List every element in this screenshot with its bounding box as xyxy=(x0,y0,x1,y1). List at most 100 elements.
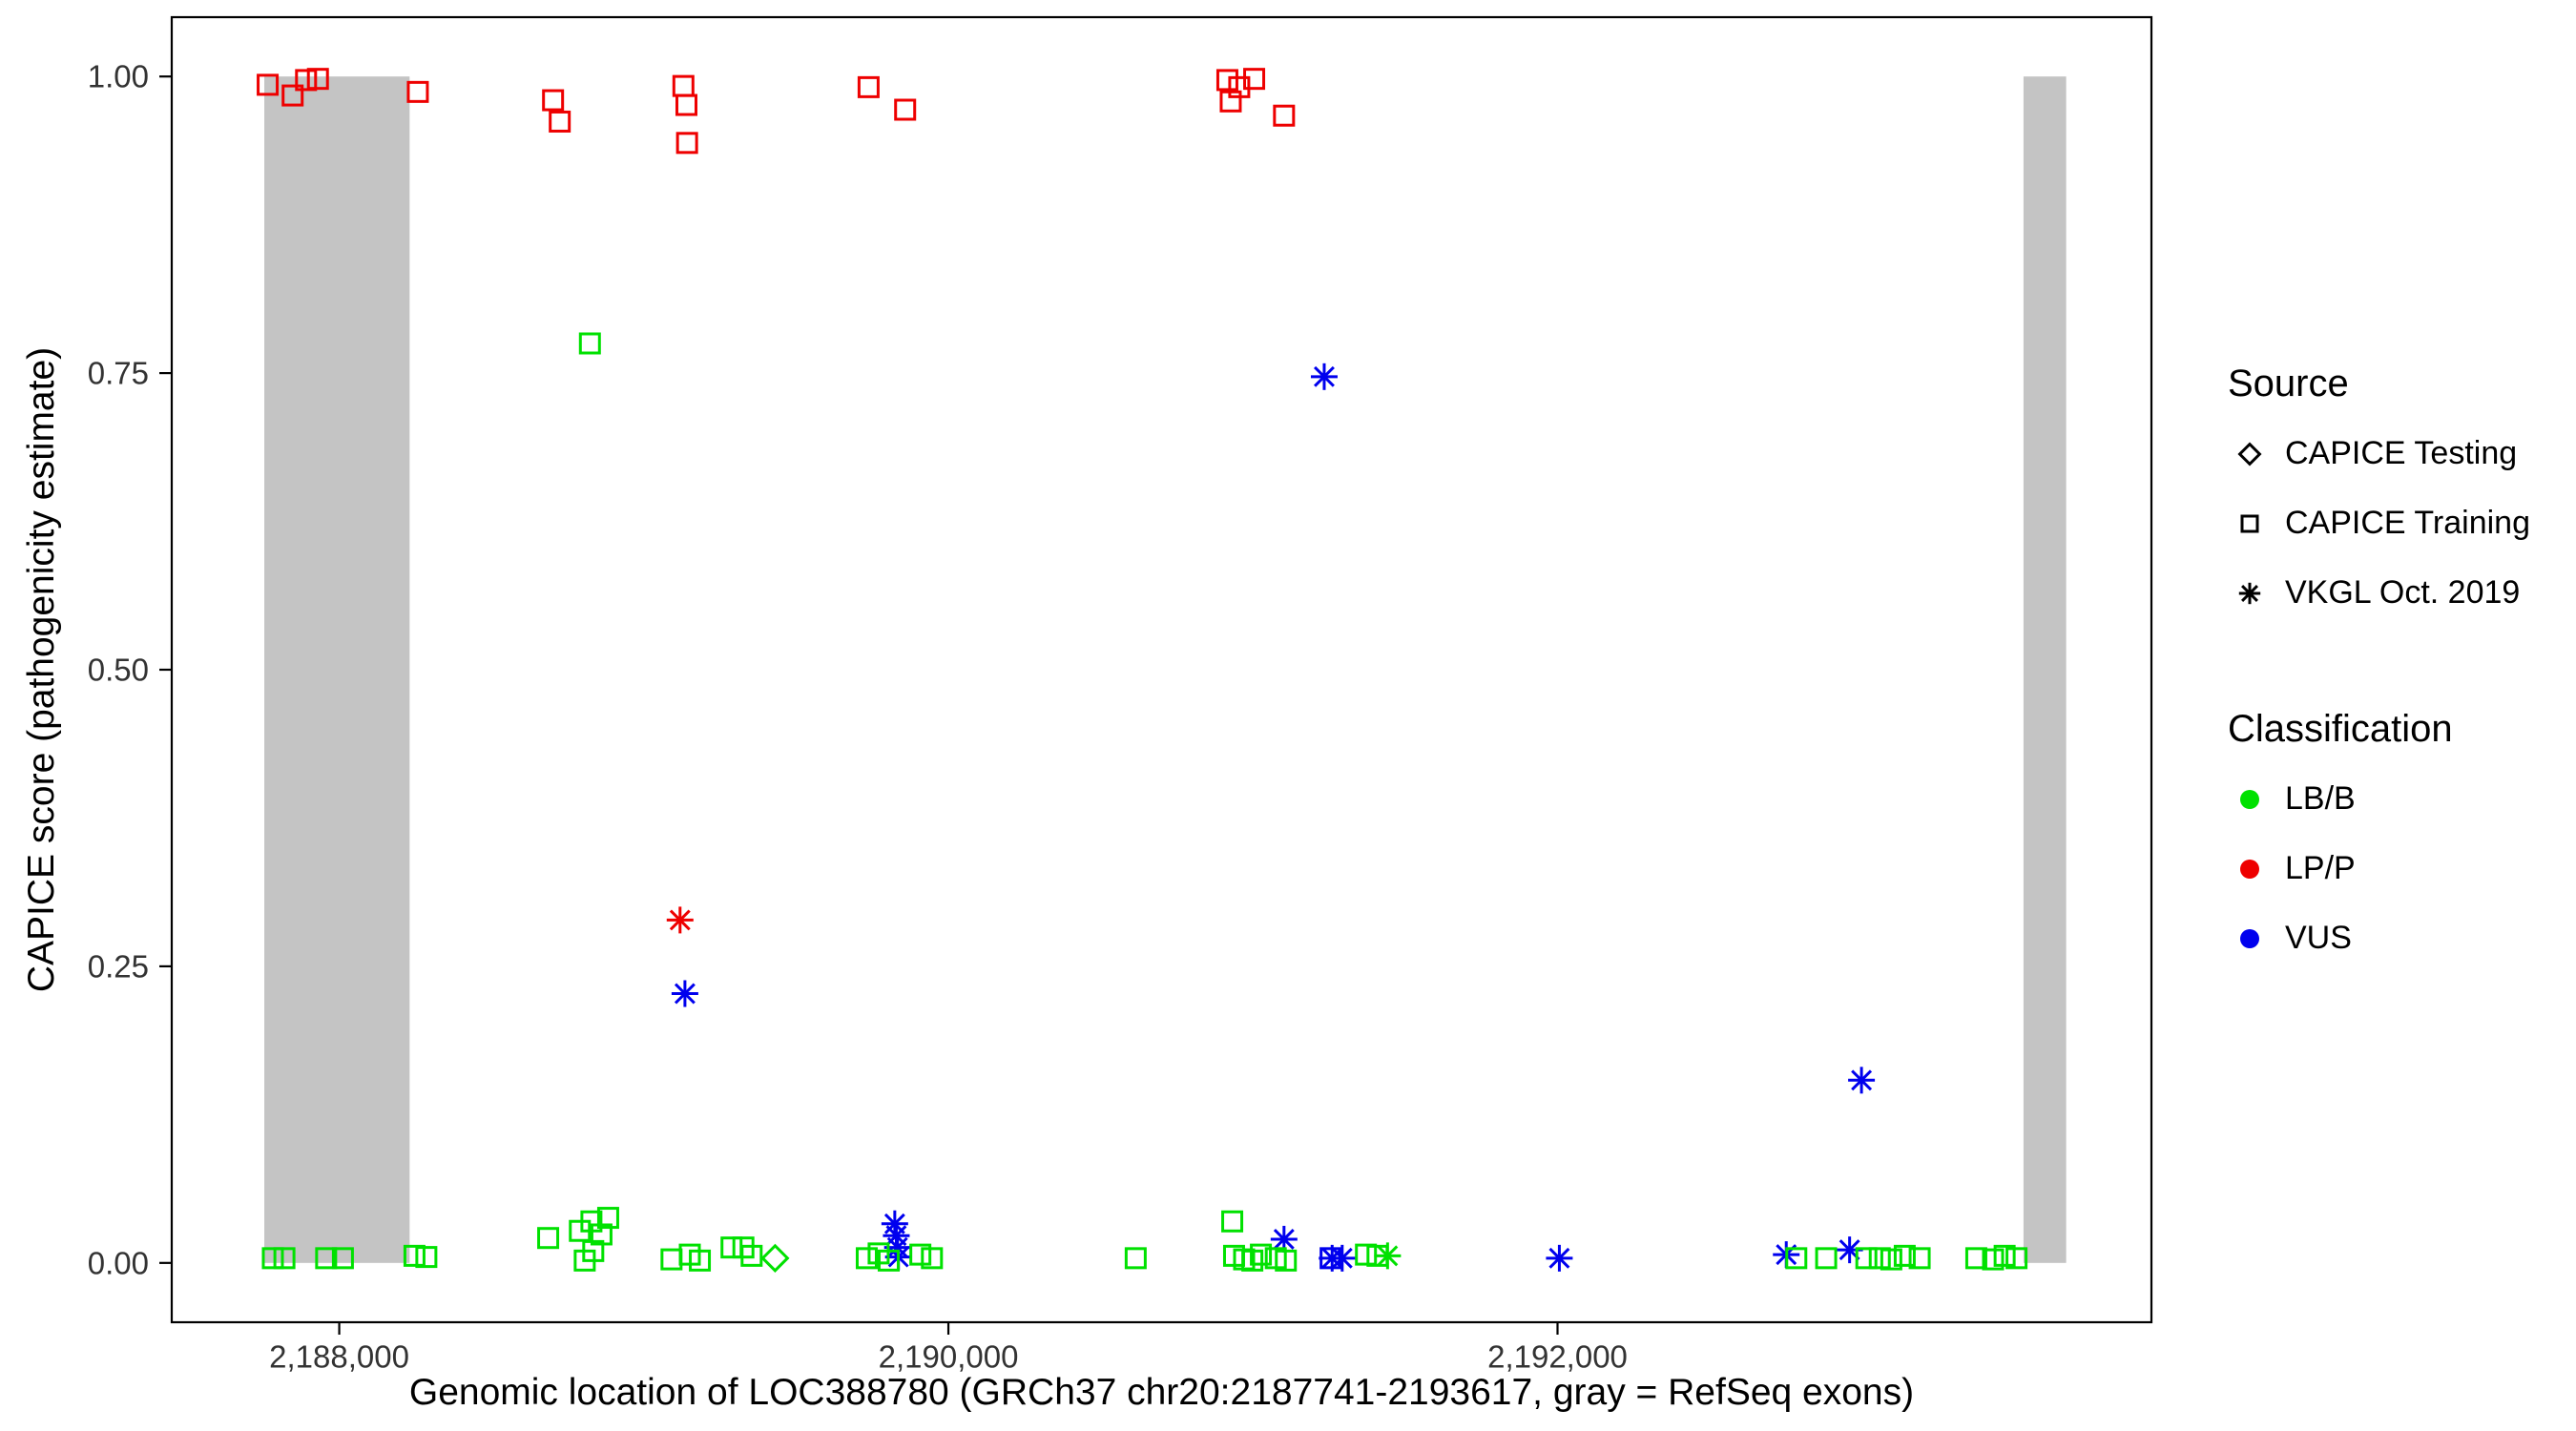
marker-square xyxy=(675,93,697,116)
panel-border xyxy=(170,15,2153,1324)
marker-square xyxy=(1815,1247,1838,1270)
legend-item-vkgl-oct-2019: VKGL Oct. 2019 xyxy=(2228,558,2530,628)
legend-item-lp-p: LP/P xyxy=(2228,834,2530,903)
marker-square xyxy=(1880,1248,1902,1271)
marker-square xyxy=(596,1207,619,1230)
legend-item-label: VUS xyxy=(2285,920,2352,956)
legend-source-title: Source xyxy=(2228,363,2349,404)
legend-classification-items: LB/B LP/P VUS xyxy=(2228,764,2530,973)
marker-square xyxy=(675,132,698,155)
marker-asterisk xyxy=(1328,1244,1356,1272)
legend-source-group: Source CAPICE Testing CAPICE Training VKGL… xyxy=(2228,363,2530,628)
marker-square xyxy=(273,1247,296,1270)
color-dot-icon xyxy=(2228,778,2272,821)
y-tick-label: 0.50 xyxy=(88,653,149,688)
y-tick-label: 1.00 xyxy=(88,59,149,94)
marker-square xyxy=(403,1244,426,1267)
marker-asterisk xyxy=(1310,363,1338,390)
marker-square xyxy=(1355,1243,1378,1266)
marker-square xyxy=(415,1246,438,1269)
color-dot-icon xyxy=(2228,847,2272,891)
marker-square xyxy=(740,1244,763,1267)
refseq-exon-band xyxy=(264,76,410,1263)
marker-square xyxy=(672,74,695,97)
legend: Source CAPICE Testing CAPICE Training VKGL… xyxy=(2228,363,2530,973)
legend-item-label: VKGL Oct. 2019 xyxy=(2285,574,2521,611)
marker-square xyxy=(2240,514,2259,532)
legend-item-capice-testing: CAPICE Testing xyxy=(2228,419,2530,488)
legend-classification-title: Classification xyxy=(2228,708,2453,750)
legend-item-label: CAPICE Testing xyxy=(2285,435,2518,471)
y-tick-label: 0.75 xyxy=(88,356,149,391)
marker-square xyxy=(1243,68,1266,91)
marker-square xyxy=(1982,1248,2005,1271)
marker-square xyxy=(1250,1243,1273,1266)
marker-square xyxy=(331,1247,354,1270)
marker-square xyxy=(1366,1244,1389,1267)
legend-item-vus: VUS xyxy=(2228,903,2530,973)
diamond-shape-icon xyxy=(2237,441,2262,467)
marker-square xyxy=(281,84,304,107)
marker-square xyxy=(909,1243,932,1266)
marker-square xyxy=(1893,1244,1916,1267)
legend-classification-group: Classification LB/B LP/P VUS xyxy=(2228,708,2530,973)
x-tick-label: 2,192,000 xyxy=(1487,1339,1628,1375)
marker-square xyxy=(306,68,329,91)
marker-square xyxy=(2005,1247,2028,1270)
marker-square xyxy=(921,1247,944,1270)
marker-square xyxy=(1124,1247,1147,1270)
marker-square xyxy=(1275,1249,1298,1272)
marker-square xyxy=(1964,1247,1987,1270)
marker-square xyxy=(1319,1247,1342,1270)
marker-square xyxy=(1993,1244,2016,1267)
marker-diamond xyxy=(760,1243,790,1273)
marker-square xyxy=(542,89,565,112)
marker-square xyxy=(295,69,318,92)
x-tick-label: 2,188,000 xyxy=(269,1339,409,1375)
legend-item-label: LB/B xyxy=(2285,780,2356,817)
y-tick-label: 0.25 xyxy=(88,948,149,984)
marker-square xyxy=(894,98,917,121)
marker-square xyxy=(549,110,571,133)
marker-square xyxy=(877,1249,900,1272)
marker-square xyxy=(582,1239,605,1262)
legend-item-lb-b: LB/B xyxy=(2228,764,2530,834)
x-tick-label: 2,190,000 xyxy=(879,1339,1019,1375)
legend-item-capice-training: CAPICE Training xyxy=(2228,488,2530,558)
marker-asterisk xyxy=(1546,1244,1573,1272)
marker-square xyxy=(1219,90,1242,113)
marker-square xyxy=(1855,1247,1878,1270)
marker-square xyxy=(1221,1210,1244,1233)
marker-asterisk xyxy=(2238,582,2261,604)
y-axis-title: CAPICE score (pathogenicity estimate) xyxy=(21,346,62,993)
marker-square xyxy=(857,75,880,98)
asterisk-shape-icon xyxy=(2238,582,2261,604)
x-axis-title: Genomic location of LOC388780 (GRCh37 ch… xyxy=(408,1372,1915,1413)
marker-square xyxy=(689,1249,712,1272)
marker-square xyxy=(261,1247,284,1270)
legend-item-label: CAPICE Training xyxy=(2285,505,2530,541)
legend-item-label: LP/P xyxy=(2285,850,2356,886)
marker-square xyxy=(1215,69,1238,92)
legend-source-items: CAPICE Testing CAPICE Training VKGL Oct. 2… xyxy=(2228,419,2530,628)
marker-square xyxy=(257,73,280,96)
marker-square xyxy=(537,1227,560,1250)
refseq-exon-band xyxy=(2023,76,2067,1263)
color-dot-icon xyxy=(2228,917,2272,961)
marker-square xyxy=(1785,1247,1808,1270)
marker-square xyxy=(578,332,601,355)
marker-square xyxy=(1273,104,1296,127)
marker-square xyxy=(315,1247,338,1270)
marker-square xyxy=(1868,1247,1891,1270)
marker-square xyxy=(855,1247,878,1270)
y-tick-label: 0.00 xyxy=(88,1245,149,1280)
marker-square xyxy=(1908,1247,1931,1270)
marker-asterisk xyxy=(1848,1067,1876,1094)
square-shape-icon xyxy=(2240,514,2259,532)
marker-asterisk xyxy=(671,980,698,1007)
marker-square xyxy=(720,1236,743,1259)
marker-asterisk xyxy=(666,906,694,934)
marker-square xyxy=(406,80,429,103)
marker-square xyxy=(660,1248,683,1271)
marker-diamond xyxy=(2237,441,2262,467)
